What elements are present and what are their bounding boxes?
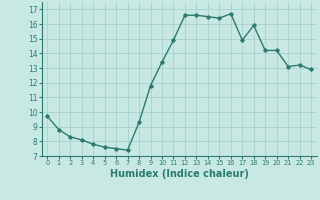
X-axis label: Humidex (Indice chaleur): Humidex (Indice chaleur) (110, 169, 249, 179)
